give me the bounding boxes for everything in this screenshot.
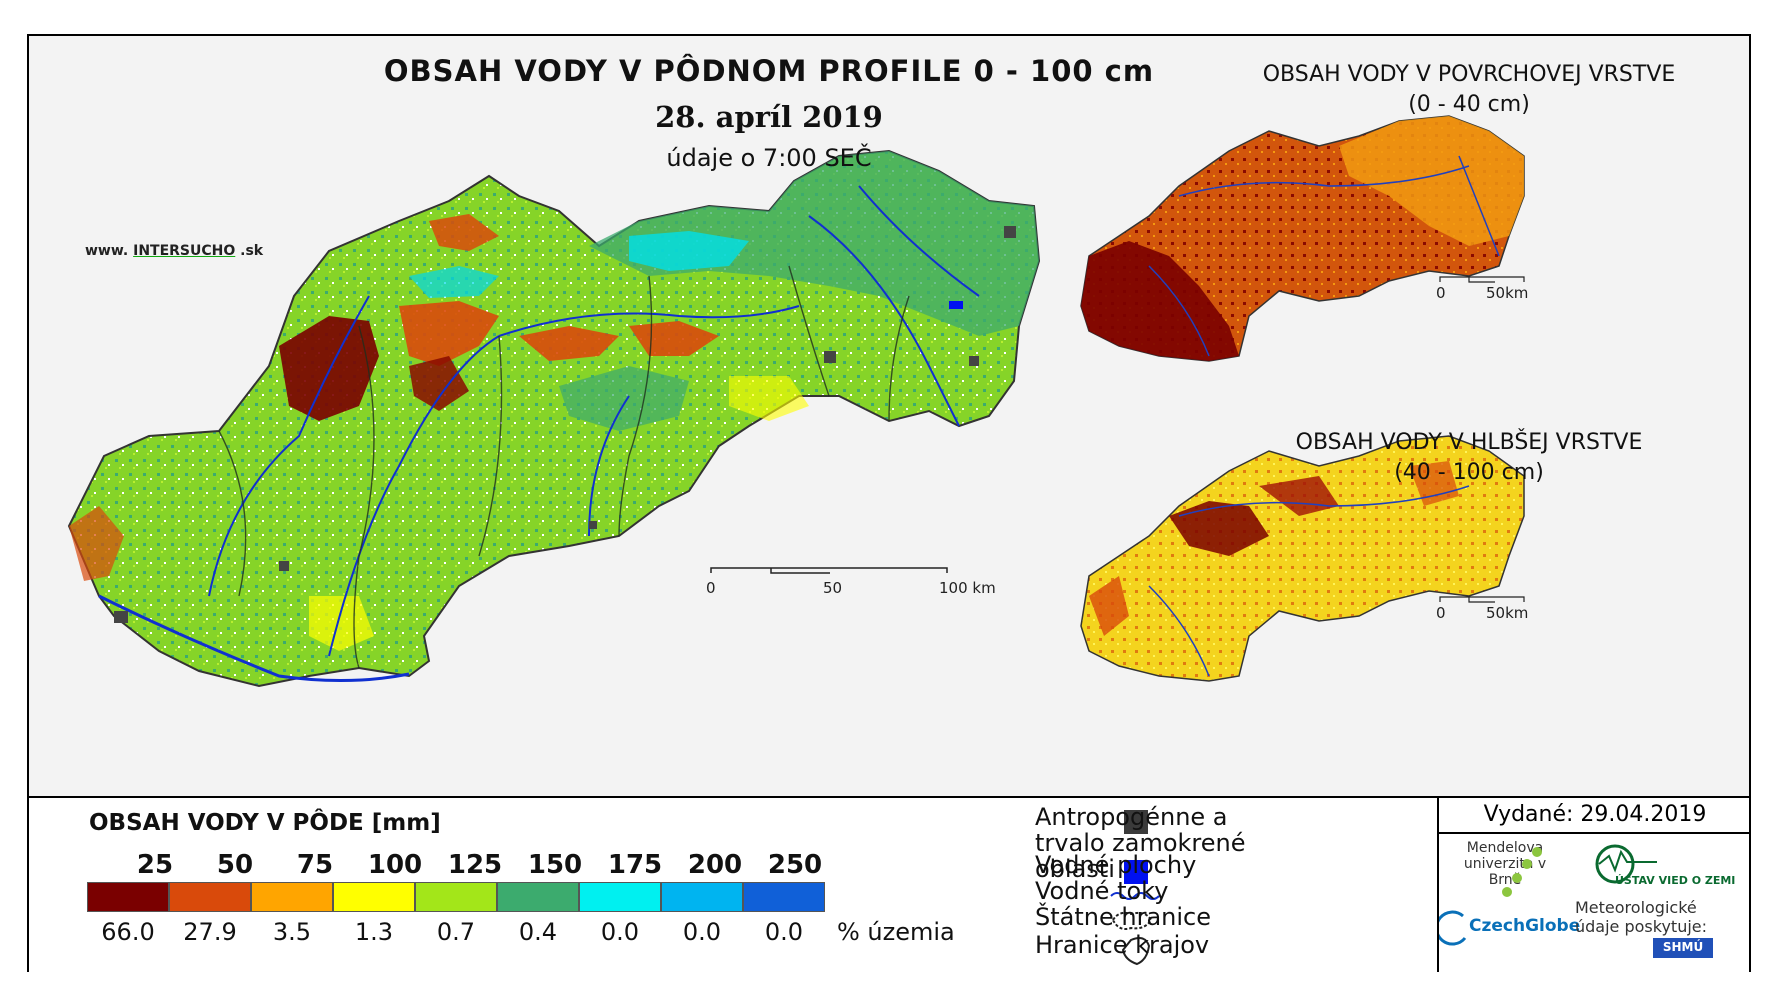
surface-scale-0: 0 bbox=[1436, 284, 1446, 302]
legend-category: 75 bbox=[296, 850, 334, 880]
shmu-text: SHMÚ bbox=[1662, 940, 1704, 954]
site-brand: INTERSUCHO bbox=[133, 243, 236, 259]
legend-swatch bbox=[661, 882, 743, 912]
surface-scale-50: 50km bbox=[1486, 284, 1528, 302]
ustav-logo-icon bbox=[1595, 844, 1635, 884]
legend-category: 150 bbox=[527, 850, 583, 880]
legend-swatch bbox=[743, 882, 825, 912]
czechglobe-text: CzechGlobe bbox=[1469, 916, 1581, 936]
surface-layer-map bbox=[1080, 115, 1525, 362]
surface-title-text: OBSAH VODY V POVRCHOVEJ VRSTVE bbox=[1262, 62, 1676, 87]
legend-category: 25 bbox=[136, 850, 174, 880]
region-border-icon bbox=[1121, 937, 1151, 966]
legend-percent-unit: % územia bbox=[837, 918, 955, 946]
czechglobe-logo-icon bbox=[1439, 910, 1467, 946]
legend-percent: 1.3 bbox=[354, 918, 394, 946]
legend-percent: 0.7 bbox=[436, 918, 476, 946]
deep-scalebar: 0 50km bbox=[1436, 596, 1528, 622]
legend-category: 200 bbox=[687, 850, 743, 880]
legend-percent: 66.0 bbox=[101, 918, 155, 946]
legend-percent: 27.9 bbox=[183, 918, 237, 946]
legend-title: OBSAH VODY V PÔDE [mm] bbox=[89, 810, 441, 836]
scale-label-0: 0 bbox=[706, 579, 716, 597]
state-border-icon bbox=[1111, 911, 1153, 930]
maps-canvas: 0 50 100 km 0 50km bbox=[67, 115, 1528, 688]
map-sheet: 0 50 100 km 0 50km bbox=[27, 34, 1751, 972]
site-prefix: www. bbox=[85, 243, 129, 259]
water-body-icon bbox=[1124, 860, 1148, 884]
deep-layer-map bbox=[1080, 435, 1525, 682]
map-date: 28. apríl 2019 bbox=[655, 100, 883, 134]
scale-label-50: 50 bbox=[823, 579, 842, 597]
issued-date: Vydané: 29.04.2019 bbox=[1439, 798, 1751, 834]
info-box: Vydané: 29.04.2019 Mendelova univerzita … bbox=[1437, 798, 1751, 972]
deep-title-text: OBSAH VODY V HLBŠEJ VRSTVE bbox=[1295, 430, 1643, 455]
legend-percent: 3.5 bbox=[272, 918, 312, 946]
symbol-icons bbox=[1110, 810, 1160, 966]
legend-category: 250 bbox=[767, 850, 823, 880]
legend-swatch bbox=[579, 882, 661, 912]
legend-percent: 0.0 bbox=[682, 918, 722, 946]
scale-label-100: 100 km bbox=[939, 579, 996, 597]
legend-category: 50 bbox=[216, 850, 254, 880]
legend-category: 175 bbox=[607, 850, 663, 880]
legend-swatch bbox=[415, 882, 497, 912]
legend-percent: 0.4 bbox=[518, 918, 558, 946]
legend-swatch bbox=[87, 882, 169, 912]
deep-map-title: OBSAH VODY V HLBŠEJ VRSTVE (40 - 100 cm) bbox=[1209, 428, 1729, 488]
legend-swatch bbox=[169, 882, 251, 912]
main-scalebar: 0 50 100 km bbox=[706, 567, 996, 597]
deep-scale-0: 0 bbox=[1436, 604, 1446, 622]
deep-depth-text: (40 - 100 cm) bbox=[1394, 460, 1544, 485]
deep-scale-50: 50km bbox=[1486, 604, 1528, 622]
region-border-label: Hranice krajov bbox=[1035, 931, 1210, 959]
website-logo[interactable]: www. INTERSUCHO .sk bbox=[85, 243, 263, 259]
surface-scalebar: 0 50km bbox=[1436, 276, 1528, 302]
mendel-dot-icon bbox=[1532, 847, 1542, 857]
meteo-text: Meteorologické údaje poskytuje: bbox=[1575, 898, 1708, 936]
river-icon bbox=[1110, 892, 1160, 900]
shmu-logo-icon bbox=[1653, 938, 1713, 958]
surface-depth-text: (0 - 40 cm) bbox=[1408, 92, 1530, 117]
anthropogenic-icon bbox=[1124, 810, 1148, 834]
legend-swatch bbox=[251, 882, 333, 912]
site-suffix: .sk bbox=[240, 243, 264, 259]
legend-percent: 0.0 bbox=[600, 918, 640, 946]
state-border-label: Štátne hranice bbox=[1035, 903, 1211, 931]
map-subtitle: údaje o 7:00 SEČ bbox=[666, 144, 872, 172]
anthropogenic-label: Antropogénne a trvalo zamokrené oblasti bbox=[1035, 803, 1246, 883]
partner-logos bbox=[1439, 844, 1713, 958]
legend-swatch bbox=[497, 882, 579, 912]
map-title: OBSAH VODY V PÔDNOM PROFILE 0 - 100 cm bbox=[383, 54, 1155, 88]
legend-swatch bbox=[333, 882, 415, 912]
water-bodies-label: Vodné plochy bbox=[1035, 851, 1197, 879]
main-soil-moisture-map bbox=[67, 149, 1041, 688]
legend-percent: 0.0 bbox=[764, 918, 804, 946]
ustav-text: ÚSTAV VIED O ZEMI bbox=[1615, 874, 1736, 887]
legend-category: 100 bbox=[367, 850, 423, 880]
legend-category: 125 bbox=[447, 850, 503, 880]
surface-map-title: OBSAH VODY V POVRCHOVEJ VRSTVE (0 - 40 c… bbox=[1209, 60, 1729, 120]
legend-band: OBSAH VODY V PÔDE [mm] 25 50 75 100 125 … bbox=[29, 796, 1751, 972]
rivers-label: Vodné toky bbox=[1035, 877, 1169, 905]
